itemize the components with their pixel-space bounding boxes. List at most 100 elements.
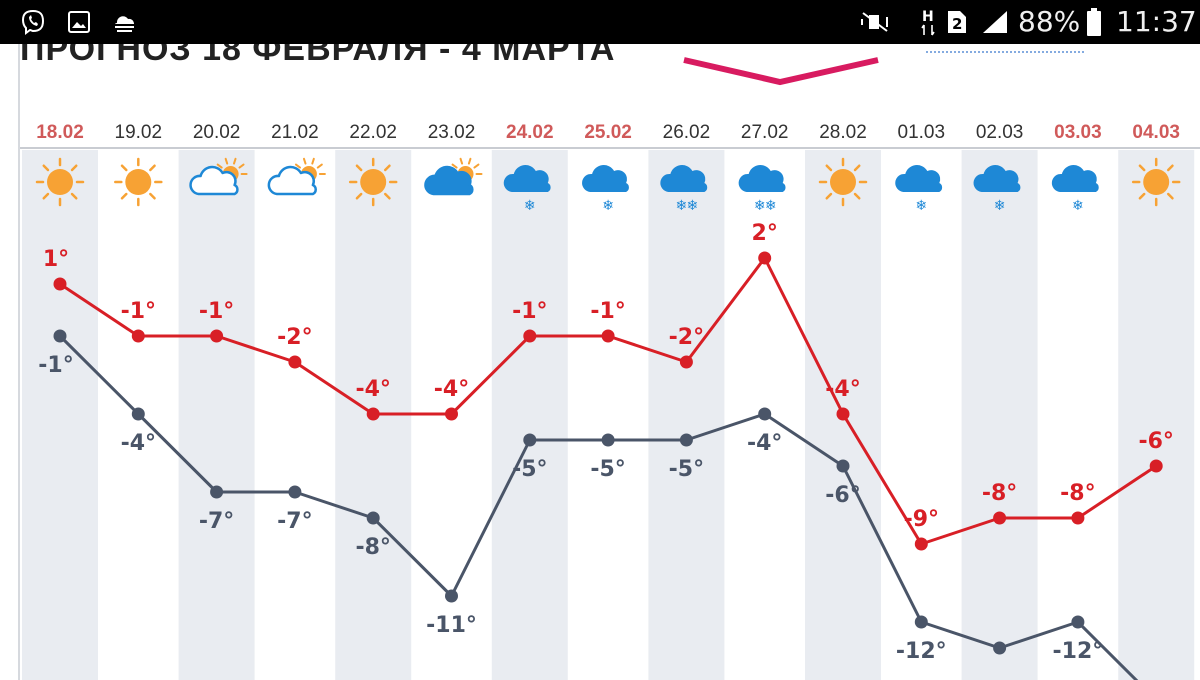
column-stripe: [961, 150, 1038, 680]
high-temp-label: -1°: [590, 299, 625, 324]
low-temp-point: [523, 433, 537, 447]
date-tick-label: 25.02: [584, 122, 632, 143]
high-temp-label: 1°: [43, 247, 69, 272]
date-tick-label: 24.02: [506, 122, 554, 143]
snow-icon: ❄: [582, 165, 629, 214]
low-temp-point: [1071, 615, 1085, 629]
svg-text:H: H: [922, 9, 934, 25]
date-tick-label: 27.02: [741, 122, 789, 143]
column-stripe: [22, 150, 98, 680]
low-temp-label: -4°: [747, 431, 782, 456]
snow-icon: ❄: [503, 165, 551, 214]
high-temp-point: [601, 329, 615, 343]
sun-icon: [818, 157, 868, 207]
high-temp-label: -4°: [825, 377, 860, 402]
viber-icon: [18, 8, 48, 36]
svg-text:❄: ❄: [1072, 198, 1084, 214]
heavy-snow-icon: ❄ ❄: [660, 165, 708, 214]
sim-2-icon: 2: [944, 8, 970, 36]
low-temp-label: -7°: [277, 509, 312, 534]
high-temp-point: [53, 277, 67, 291]
battery-percent: 88%: [1018, 5, 1081, 38]
high-temp-label: -1°: [512, 299, 547, 324]
high-temp-label: -1°: [121, 299, 156, 324]
svg-text:❄: ❄: [602, 198, 614, 214]
date-tick-label: 04.03: [1132, 122, 1180, 143]
low-temp-point: [993, 641, 1007, 655]
network-h-icon: H: [918, 8, 938, 36]
high-temp-label: -8°: [1060, 481, 1095, 506]
heavy-snow-icon: ❄ ❄: [738, 165, 786, 214]
high-temp-label: -6°: [1138, 429, 1173, 454]
clock: 11:37: [1116, 5, 1197, 38]
low-temp-point: [758, 407, 772, 421]
svg-text:❄: ❄: [687, 198, 699, 214]
sun-icon: [114, 157, 163, 207]
date-tick-label: 02.03: [976, 122, 1024, 143]
column-stripe: [491, 150, 568, 680]
low-temp-label: -4°: [121, 431, 156, 456]
date-tick-label: 18.02: [36, 122, 84, 143]
forecast-chart-card: 18.02 19.02 20.02 21.02 22.02 23.02 24.02 25.02…: [18, 40, 1200, 680]
weather-icon: [108, 8, 140, 36]
high-temp-label: -9°: [904, 507, 939, 532]
high-temp-point: [366, 407, 380, 421]
high-temp-label: 2°: [752, 221, 778, 246]
high-temp-label: -1°: [199, 299, 234, 324]
svg-text:❄: ❄: [524, 198, 536, 214]
mute-icon: [858, 8, 892, 36]
high-temp-point: [1071, 511, 1085, 525]
svg-text:❄: ❄: [754, 198, 766, 214]
date-tick-label: 28.02: [819, 122, 867, 143]
low-temp-point: [131, 407, 145, 421]
snow-icon: ❄: [1051, 165, 1099, 214]
date-tick-label: 19.02: [115, 122, 163, 143]
low-temp-point: [445, 589, 458, 603]
high-temp-point: [993, 511, 1007, 525]
date-tick-label: 26.02: [663, 122, 711, 143]
low-temp-label: -5°: [669, 457, 704, 482]
svg-text:2: 2: [952, 15, 962, 33]
high-temp-point: [445, 407, 458, 421]
low-temp-point: [53, 329, 67, 343]
high-temp-point: [679, 355, 693, 369]
date-tick-label: 20.02: [193, 122, 241, 143]
date-tick-label: 03.03: [1054, 122, 1102, 143]
header-tab-chevron: [683, 42, 879, 88]
low-temp-label: -6°: [825, 483, 860, 508]
low-temp-label: -8°: [355, 535, 390, 560]
low-temp-label: -7°: [199, 509, 234, 534]
svg-text:❄: ❄: [994, 198, 1006, 214]
low-temp-point: [914, 615, 928, 629]
low-temp-point: [601, 433, 615, 447]
svg-text:❄: ❄: [765, 198, 777, 214]
low-temp-label: -12°: [1053, 639, 1104, 664]
status-bar: H 2 88% 11:37: [0, 0, 1200, 44]
snow-icon: ❄: [973, 165, 1021, 214]
high-temp-point: [758, 251, 772, 265]
svg-text:❄: ❄: [915, 198, 927, 214]
high-temp-label: -4°: [355, 377, 390, 402]
high-temp-label: -8°: [982, 481, 1017, 506]
cloud-sun-icon: [424, 157, 483, 196]
low-temp-label: -5°: [590, 457, 625, 482]
high-temp-point: [131, 329, 145, 343]
high-temp-point: [836, 407, 850, 421]
sun-icon: [35, 157, 85, 207]
forecast-chart: 18.02 19.02 20.02 21.02 22.02 23.02 24.02 25.02…: [20, 42, 1200, 680]
snow-icon: ❄: [895, 165, 943, 214]
high-temp-point: [523, 329, 537, 343]
high-temp-point: [210, 329, 224, 343]
date-tick-label: 21.02: [271, 122, 319, 143]
low-temp-label: -5°: [512, 457, 547, 482]
gallery-icon: [64, 8, 94, 36]
high-temp-point: [1149, 459, 1163, 473]
signal-icon: [980, 8, 1010, 36]
high-temp-point: [288, 355, 302, 369]
low-temp-point: [836, 459, 850, 473]
high-temp-label: -2°: [669, 325, 704, 350]
cloud-sun-icon: [189, 157, 248, 196]
column-stripe: [1118, 150, 1195, 680]
date-tick-label: 23.02: [428, 122, 476, 143]
low-temp-point: [210, 485, 224, 499]
